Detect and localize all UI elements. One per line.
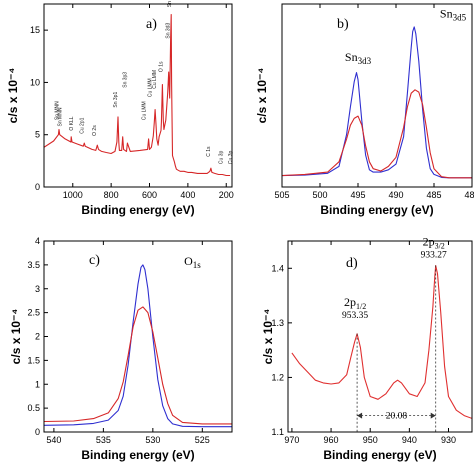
panel-letter: b) xyxy=(337,17,349,32)
y-tick-label: 1.4 xyxy=(271,263,284,273)
x-tick-label: 930 xyxy=(441,435,456,445)
peak-label: Sn 3d5 xyxy=(167,0,173,7)
x-tick-label: 940 xyxy=(402,435,417,445)
separation-value: 20.08 xyxy=(386,412,408,422)
y-tick-label: 4 xyxy=(35,236,40,246)
peak-label: O1s xyxy=(184,254,201,270)
panel-letter: d) xyxy=(346,256,358,271)
x-tick-label: 960 xyxy=(324,435,339,445)
y-axis-title: c/s x 10⁻⁴ xyxy=(6,68,20,124)
x-tick-label: 1000 xyxy=(63,190,83,200)
x-tick-label: 480 xyxy=(464,190,474,200)
peak-label: Cu LMM xyxy=(152,70,158,89)
series-line-a-1 xyxy=(44,13,231,177)
y-tick-label: 1.3 xyxy=(271,318,284,328)
peak-value: 953.35 xyxy=(342,311,368,321)
peak-label: Cu 2p1 xyxy=(79,117,85,133)
y-axis-title: c/s x 10⁻⁴ xyxy=(9,309,23,365)
plot-frame-c xyxy=(43,240,233,433)
y-tick-label: 2 xyxy=(35,332,40,342)
y-tick-label: 15 xyxy=(30,25,40,35)
x-tick-label: 495 xyxy=(350,190,365,200)
peak-label: 2p3/2 xyxy=(423,235,445,251)
y-tick-label: 2.5 xyxy=(27,308,40,318)
panel-b: 505 500 495 490 485 480 Binding energy (eV) c/s… xyxy=(255,3,474,217)
x-tick-label: 540 xyxy=(46,435,61,445)
y-tick-label: 1.5 xyxy=(27,355,40,365)
y-tick-label: 3 xyxy=(35,284,40,294)
x-axis-title: Binding energy (eV) xyxy=(323,448,436,462)
series-line-d-1 xyxy=(291,265,472,419)
peak-label: O 1s xyxy=(158,61,164,72)
x-tick-label: 600 xyxy=(142,190,157,200)
y-tick-label: 1.2 xyxy=(271,372,284,382)
peak-label: Sn3d3 xyxy=(345,50,372,66)
x-tick-label: 530 xyxy=(145,435,160,445)
x-tick-label: 200 xyxy=(219,190,234,200)
y-axis-title: c/s x 10⁻⁴ xyxy=(261,309,275,365)
panel-letter: c) xyxy=(89,253,100,268)
y-tick-label: 1 xyxy=(35,379,40,389)
panel-a: 1000 800 600 400 200 0 5 10 15 Binding energy (eV… xyxy=(6,0,234,217)
peak-label: 2p1/2 xyxy=(344,295,366,311)
peak-label: Sn MNN xyxy=(54,101,60,120)
arrow-head-left xyxy=(357,412,363,419)
y-tick-label: 5 xyxy=(35,130,40,140)
peak-label: Sn MNN xyxy=(57,107,63,126)
series-line-b-1 xyxy=(282,26,472,179)
y-tick-label: 3.5 xyxy=(27,260,40,270)
y-tick-label: 0 xyxy=(35,182,40,192)
x-tick-label: 950 xyxy=(363,435,378,445)
peak-value: 933.27 xyxy=(421,251,447,261)
peak-label: Cu 3p xyxy=(228,151,234,165)
peak-label: Cu LMM xyxy=(147,78,153,97)
x-tick-label: 490 xyxy=(388,190,403,200)
panel-c: 540 535 530 525 0 0.5 1 1.5 2 2.5 3 3.5 4 Binding ene… xyxy=(9,236,233,462)
y-tick-label: 0 xyxy=(35,427,40,437)
x-tick-label: 505 xyxy=(274,190,289,200)
x-tick-label: 525 xyxy=(195,435,210,445)
x-tick-label: 485 xyxy=(426,190,441,200)
y-tick-label: 0.5 xyxy=(27,403,40,413)
series-line-c-2 xyxy=(44,306,232,425)
series-line-b-2 xyxy=(282,89,472,179)
series-line-c-1 xyxy=(44,264,232,428)
x-axis-title: Binding energy (eV) xyxy=(81,448,194,462)
peak-label: O 2s xyxy=(92,125,98,136)
peak-label: Sn 3p1 xyxy=(113,92,119,108)
x-axis-title: Binding energy (eV) xyxy=(81,203,194,217)
x-tick-label: 400 xyxy=(180,190,195,200)
plot-frame-d xyxy=(287,240,473,433)
peak-label: Cu LMM xyxy=(142,101,148,120)
panel-d: 970 960 950 940 930 1.1 1.2 1.3 1.4 Binding energ… xyxy=(261,235,473,462)
x-tick-label: 500 xyxy=(312,190,327,200)
arrow-head-right xyxy=(430,412,436,419)
x-tick-label: 800 xyxy=(104,190,119,200)
y-tick-label: 10 xyxy=(30,77,40,87)
x-axis-title: Binding energy (eV) xyxy=(320,203,433,217)
x-tick-label: 535 xyxy=(96,435,111,445)
plot-frame-b xyxy=(281,3,473,188)
x-tick-label: 970 xyxy=(284,435,299,445)
peak-label: Cu 3p xyxy=(218,151,224,165)
peak-label: C 1s xyxy=(206,146,212,157)
peak-label: Sn 3d3 xyxy=(166,23,172,39)
plot-frame-a xyxy=(43,3,233,188)
peak-label: Sn3d5 xyxy=(440,7,467,23)
peak-label: O KLL xyxy=(69,116,75,130)
y-axis-title: c/s x 10⁻⁴ xyxy=(255,68,269,124)
peak-label: Sn 3p3 xyxy=(122,72,128,88)
y-tick-label: 1.1 xyxy=(271,427,284,437)
panel-letter: a) xyxy=(146,17,157,32)
